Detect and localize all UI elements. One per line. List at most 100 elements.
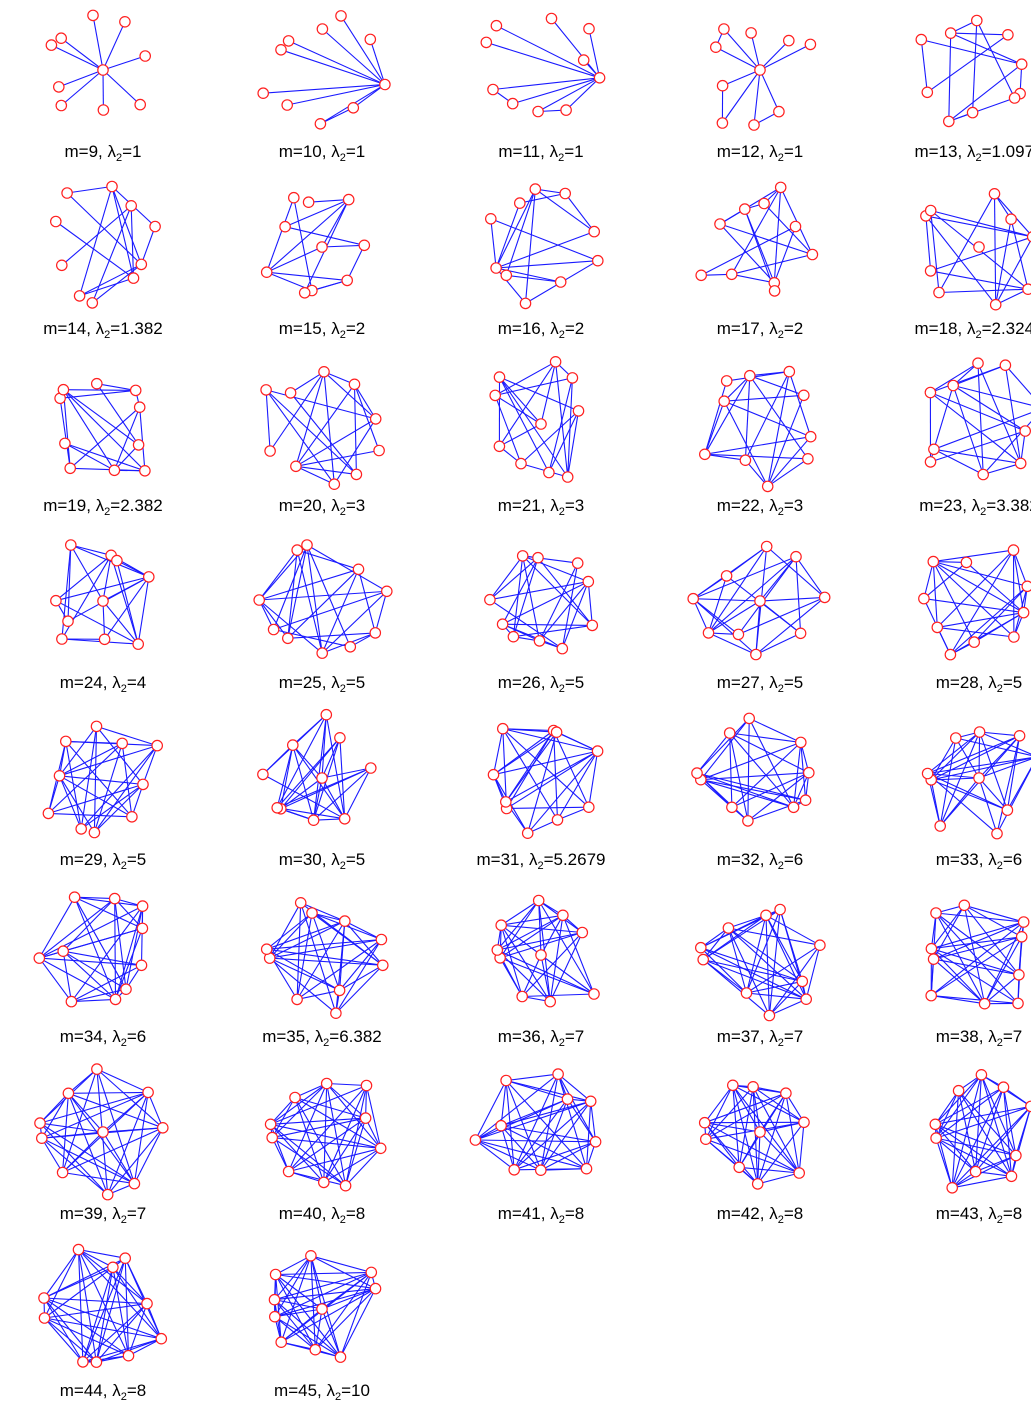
graph-vertex	[924, 204, 937, 217]
graph-edge	[310, 1255, 376, 1290]
graph-edge	[70, 467, 145, 472]
graph-vertex	[592, 254, 604, 267]
graph-edge	[506, 1073, 559, 1082]
graph-vertex	[373, 444, 385, 457]
graph-edge	[114, 905, 144, 1000]
graph-vertex	[1015, 930, 1028, 943]
graph-drawing	[484, 550, 599, 655]
graph-edge	[972, 20, 978, 113]
graph-edge	[505, 1080, 542, 1171]
graph-edge	[540, 915, 564, 956]
graph-vertex	[90, 1356, 103, 1368]
graph-vertex	[991, 827, 1003, 840]
caption-lambda-symbol: λ	[988, 1027, 997, 1046]
graph-edge	[113, 406, 141, 471]
graph-panel: m=9, λ2=1	[0, 0, 206, 177]
graph-vertex	[571, 557, 584, 569]
graph-edge	[931, 948, 985, 1005]
graph-edge	[65, 740, 158, 747]
graph-edge	[493, 750, 598, 776]
graph-edge	[502, 557, 539, 625]
graph-edge	[323, 371, 335, 485]
graph-edge	[65, 741, 133, 818]
caption-lambda-subscript: 2	[980, 506, 987, 518]
graph-edge	[935, 1137, 976, 1173]
graph-edge	[935, 912, 986, 1004]
graph-edge	[933, 561, 1024, 614]
graph-edge	[1012, 549, 1028, 587]
graph-edge	[133, 1127, 164, 1184]
graph-edge	[723, 375, 751, 402]
graph-edge	[930, 779, 1008, 811]
caption-lambda-symbol: λ	[331, 496, 340, 515]
graph-vertex	[930, 1132, 942, 1144]
graph-vertex	[379, 78, 391, 91]
graph-edge	[280, 49, 386, 86]
graph-edge	[502, 728, 508, 809]
caption-lambda-symbol: λ	[112, 673, 121, 692]
graph-edge	[757, 1093, 787, 1185]
graph-vertex	[1021, 580, 1031, 593]
graph-edge	[982, 420, 1031, 475]
caption-lambda-symbol: λ	[769, 673, 778, 692]
graph-vertex	[88, 826, 101, 839]
graph-edge	[692, 598, 710, 634]
graph-edge	[55, 221, 134, 279]
graph-edge	[520, 410, 579, 465]
graph-edge	[585, 1101, 592, 1169]
graph-edge	[93, 743, 123, 833]
graph-vertex	[128, 1177, 141, 1190]
caption-lambda-symbol: λ	[331, 673, 340, 692]
graph-vertex	[135, 959, 148, 972]
graph-edge	[258, 549, 298, 601]
graph-edge	[930, 779, 941, 827]
graph-edge	[102, 21, 126, 71]
graph-edge	[738, 1086, 754, 1168]
graph-edge	[146, 1303, 162, 1339]
graph-edge	[933, 385, 954, 450]
graph-edge	[703, 959, 807, 1000]
graph-caption: m=36, λ2=7	[438, 1027, 644, 1049]
graph-edge	[548, 377, 573, 473]
graph-edge	[703, 959, 803, 982]
graph-drawing	[491, 894, 600, 1008]
graph-caption: m=43, λ2=8	[876, 1204, 1031, 1226]
graph-vertex	[57, 945, 69, 957]
graph-edge	[489, 555, 524, 601]
caption-edge-count: m=12,	[716, 142, 765, 161]
graph-edge	[975, 1154, 1017, 1173]
caption-lambda-symbol: λ	[326, 1381, 336, 1400]
graph-vertex	[988, 187, 1001, 200]
graph-edge	[39, 1122, 135, 1185]
graph-vertex	[928, 443, 940, 456]
caption-lambda-symbol: λ	[550, 1204, 559, 1223]
caption-edge-count: m=13,	[914, 142, 963, 161]
graph-vertex	[33, 952, 46, 964]
graph-vertex	[127, 272, 140, 284]
graph-caption: m=30, λ2=5	[219, 850, 425, 872]
graph-vertex	[91, 1063, 103, 1075]
graph-edge	[704, 380, 728, 455]
graph-vertex	[377, 959, 389, 972]
graph-edge	[933, 936, 1022, 960]
caption-edge-count: m=28,	[935, 673, 984, 692]
graph-edge	[939, 731, 981, 827]
graph-edge	[496, 260, 598, 269]
graph-edge	[739, 1166, 800, 1174]
graph-panel: m=37, λ2=7	[657, 885, 863, 1062]
graph-edge	[489, 557, 539, 601]
graph-edge	[62, 1068, 98, 1173]
graph-edge	[995, 238, 1031, 305]
graph-vertex	[38, 1312, 51, 1324]
graph-vertex	[572, 405, 585, 417]
graph-vertex	[754, 595, 766, 607]
graph-vertex	[559, 187, 571, 200]
graph-edge	[708, 600, 761, 634]
graph-edge	[490, 218, 599, 262]
graph-edge	[746, 992, 807, 1000]
graph-vertex	[338, 813, 351, 825]
graph-edge	[995, 288, 1029, 306]
graph-vertex	[369, 1282, 382, 1295]
graph-edge	[59, 745, 158, 777]
graph-edge	[43, 1297, 148, 1305]
